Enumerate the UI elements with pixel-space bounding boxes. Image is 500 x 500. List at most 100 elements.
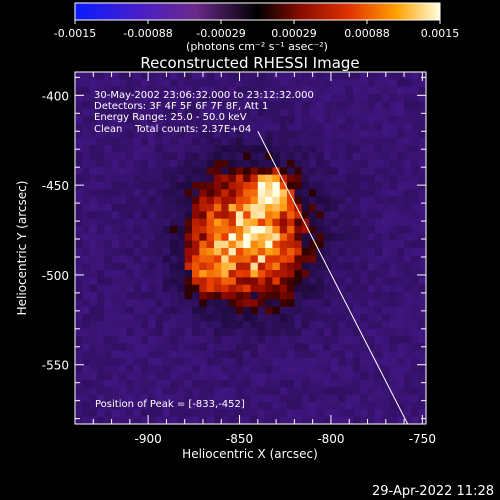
image-pixel xyxy=(316,145,325,154)
image-pixel xyxy=(206,262,215,271)
image-pixel xyxy=(235,211,244,220)
image-pixel xyxy=(104,174,112,183)
image-pixel xyxy=(309,270,317,278)
image-pixel xyxy=(309,138,317,146)
image-pixel xyxy=(213,211,222,220)
image-pixel xyxy=(301,350,310,359)
image-pixel xyxy=(140,86,149,95)
image-pixel xyxy=(279,262,288,271)
image-pixel xyxy=(75,182,83,190)
image-pixel xyxy=(82,174,91,183)
image-pixel xyxy=(360,233,368,242)
image-pixel xyxy=(155,262,164,271)
image-pixel xyxy=(192,86,200,95)
image-pixel xyxy=(148,270,156,278)
image-pixel xyxy=(330,174,339,183)
image-pixel xyxy=(96,145,105,154)
image-pixel xyxy=(221,233,229,242)
image-pixel xyxy=(206,336,215,344)
image-pixel xyxy=(360,94,368,102)
image-pixel xyxy=(279,123,288,132)
image-pixel xyxy=(192,336,200,344)
image-pixel xyxy=(170,108,178,117)
image-pixel xyxy=(411,328,420,337)
image-pixel xyxy=(96,284,105,293)
image-pixel xyxy=(382,321,390,330)
image-pixel xyxy=(199,130,208,139)
image-pixel xyxy=(213,372,222,381)
image-pixel xyxy=(352,387,361,396)
image-pixel xyxy=(140,321,149,330)
image-pixel xyxy=(316,387,325,396)
image-pixel xyxy=(257,211,266,220)
image-pixel xyxy=(228,416,237,424)
image-pixel xyxy=(411,314,420,322)
image-pixel xyxy=(89,123,98,132)
image-pixel xyxy=(352,167,361,176)
image-pixel xyxy=(272,101,281,110)
image-pixel xyxy=(301,152,310,161)
image-pixel xyxy=(257,328,266,337)
image-pixel xyxy=(192,394,200,403)
image-pixel xyxy=(250,196,259,205)
image-pixel xyxy=(192,138,200,146)
image-pixel xyxy=(177,189,186,198)
image-pixel xyxy=(338,336,346,344)
image-pixel xyxy=(279,196,288,205)
image-pixel xyxy=(338,218,346,227)
image-pixel xyxy=(177,130,186,139)
image-pixel xyxy=(228,306,237,315)
image-pixel xyxy=(118,328,127,337)
image-pixel xyxy=(126,79,134,88)
image-pixel xyxy=(213,409,222,418)
image-pixel xyxy=(404,314,412,322)
image-pixel xyxy=(155,358,164,366)
image-pixel xyxy=(162,336,171,344)
image-pixel xyxy=(243,402,251,410)
image-pixel xyxy=(170,240,178,249)
image-pixel xyxy=(96,321,105,330)
image-pixel xyxy=(338,240,346,249)
image-pixel xyxy=(316,321,325,330)
image-pixel xyxy=(206,365,215,374)
image-pixel xyxy=(265,130,273,139)
image-pixel xyxy=(82,314,91,322)
image-pixel xyxy=(389,292,398,300)
image-pixel xyxy=(243,182,251,190)
image-pixel xyxy=(118,255,127,264)
image-pixel xyxy=(411,167,420,176)
image-pixel xyxy=(206,270,215,278)
image-pixel xyxy=(352,196,361,205)
image-pixel xyxy=(257,416,266,424)
image-pixel xyxy=(104,284,112,293)
image-pixel xyxy=(272,314,281,322)
image-pixel xyxy=(250,306,259,315)
image-pixel xyxy=(374,328,383,337)
image-pixel xyxy=(360,270,368,278)
image-pixel xyxy=(75,226,83,234)
image-pixel xyxy=(265,387,273,396)
image-pixel xyxy=(345,248,354,256)
image-pixel xyxy=(411,306,420,315)
image-pixel xyxy=(257,189,266,198)
image-pixel xyxy=(148,358,156,366)
image-pixel xyxy=(257,160,266,168)
image-pixel xyxy=(301,372,310,381)
image-pixel xyxy=(148,233,156,242)
image-pixel xyxy=(133,255,142,264)
image-pixel xyxy=(309,167,317,176)
image-pixel xyxy=(170,189,178,198)
image-pixel xyxy=(396,306,405,315)
image-pixel xyxy=(111,277,120,286)
image-pixel xyxy=(396,189,405,198)
image-pixel xyxy=(111,196,120,205)
image-pixel xyxy=(133,380,142,388)
image-pixel xyxy=(162,86,171,95)
image-pixel xyxy=(170,292,178,300)
image-pixel xyxy=(155,226,164,234)
image-pixel xyxy=(279,204,288,212)
image-pixel xyxy=(221,328,229,337)
image-pixel xyxy=(155,343,164,352)
image-pixel xyxy=(243,292,251,300)
image-pixel xyxy=(389,182,398,190)
